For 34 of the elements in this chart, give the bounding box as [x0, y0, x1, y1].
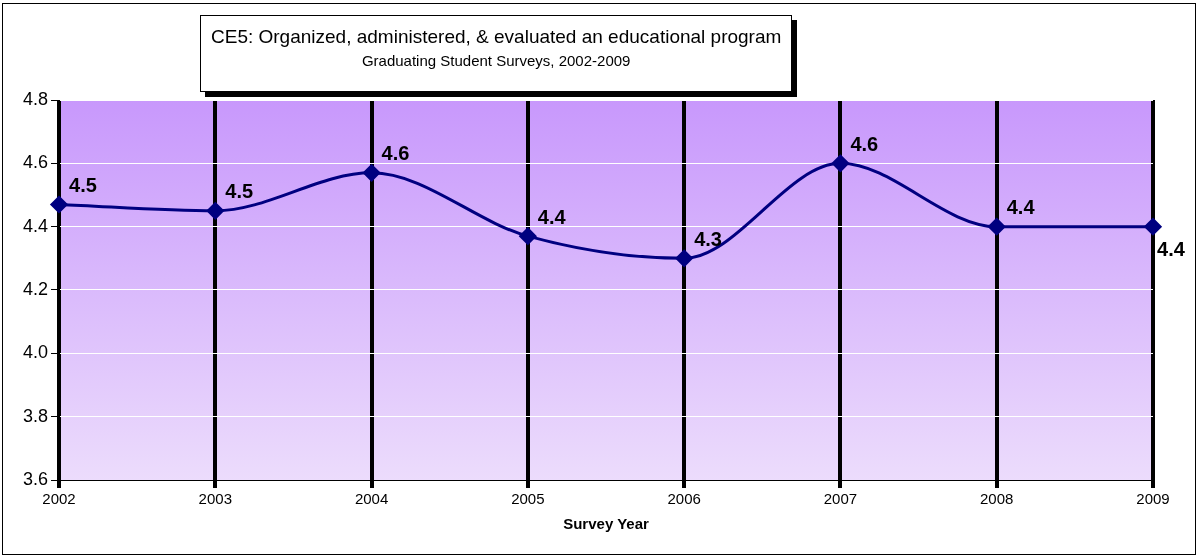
y-tick-label: 4.0 [22, 342, 49, 363]
point [50, 196, 68, 213]
y-tick-label: 4.8 [22, 88, 49, 109]
x-tick-label: 2007 [823, 490, 858, 508]
x-tick-label: 2002 [42, 490, 76, 508]
y-tick-label: 4.6 [22, 152, 49, 173]
x-tick-label: 2005 [511, 490, 545, 508]
data-label: 4.5 [69, 174, 97, 197]
data-label: 4.4 [537, 205, 567, 228]
point [831, 154, 849, 172]
data-label: 4.4 [1157, 238, 1186, 261]
chart-title: CE5: Organized, administered, & evaluated an educational program [211, 26, 782, 48]
y-tick-label: 3.6 [22, 468, 49, 489]
x-axis-title: Survey Year [563, 515, 649, 533]
point [988, 218, 1006, 236]
data-label: 4.6 [850, 132, 879, 155]
data-label: 4.3 [694, 227, 722, 250]
data-label: 4.6 [381, 142, 410, 165]
y-tick-label: 3.8 [22, 405, 49, 426]
x-tick-label: 2004 [354, 490, 389, 508]
point [519, 227, 537, 245]
x-tick-label: 2006 [667, 490, 701, 508]
chart-subtitle: Graduating Student Surveys, 2002-2009 [360, 52, 632, 69]
point [363, 164, 381, 182]
data-label: 4.4 [1006, 196, 1036, 219]
x-tick-label: 2009 [1136, 490, 1170, 508]
point [1144, 218, 1162, 236]
point [206, 202, 224, 220]
y-tick-label: 4.2 [22, 278, 49, 299]
y-tick-label: 4.4 [22, 215, 49, 236]
data-label: 4.5 [225, 180, 254, 203]
x-tick-label: 2008 [980, 490, 1014, 508]
x-tick-label: 2003 [198, 490, 232, 508]
point [675, 249, 693, 267]
